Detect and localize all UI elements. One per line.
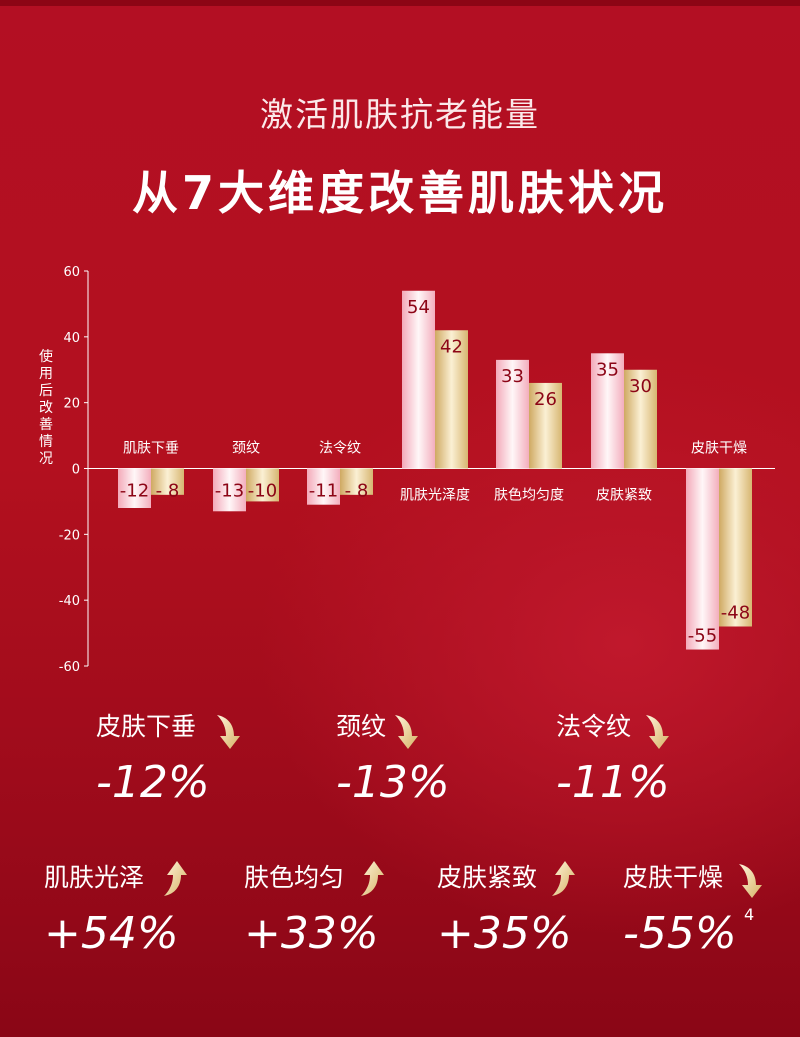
stat-value: -11% xyxy=(556,757,670,808)
stat-label: 肌肤光泽 xyxy=(44,863,145,892)
stat-label: 肤色均匀 xyxy=(244,863,345,892)
category-label: 颈纹 xyxy=(232,441,260,457)
stat-value: +35% xyxy=(437,908,572,959)
arrow-down-icon xyxy=(217,715,240,749)
stat-value: -13% xyxy=(336,757,450,808)
bar xyxy=(719,468,752,627)
top-border xyxy=(0,0,800,6)
bar xyxy=(686,468,719,650)
bar xyxy=(402,290,435,469)
y-tick-label: -20 xyxy=(59,528,80,543)
bar-value-label: -10 xyxy=(248,481,277,502)
stat-value: -55% xyxy=(623,908,737,959)
bar xyxy=(496,359,529,469)
bar-value-label: 54 xyxy=(407,297,430,318)
stat-label: 颈纹 xyxy=(336,712,387,741)
y-axis-label-char: 况 xyxy=(39,451,53,467)
bar-value-label: 30 xyxy=(629,376,652,397)
footnote-marker: 4 xyxy=(744,905,755,924)
category-label: 皮肤紧致 xyxy=(596,488,652,504)
y-axis-label-char: 改 xyxy=(39,400,53,416)
arrow-down-icon xyxy=(395,715,418,749)
page-subtitle: 激活肌肤抗老能量 xyxy=(260,95,540,134)
bar-value-label: 26 xyxy=(534,389,557,410)
bar xyxy=(213,468,246,512)
y-axis-label-char: 善 xyxy=(39,417,53,433)
y-tick-label: 40 xyxy=(63,331,80,346)
bar-value-label: 33 xyxy=(501,366,524,387)
bar xyxy=(624,369,657,469)
bar-value-label: 35 xyxy=(596,359,619,380)
stat-label: 皮肤下垂 xyxy=(96,712,197,741)
bar xyxy=(529,382,562,469)
y-tick-label: 60 xyxy=(63,265,80,280)
bar-value-label: -11 xyxy=(309,481,338,502)
y-tick-label: 20 xyxy=(63,397,80,412)
bar xyxy=(118,468,151,508)
bar-value-label: -48 xyxy=(721,603,750,624)
stat-label: 皮肤紧致 xyxy=(437,863,538,892)
bar-value-label: 42 xyxy=(440,336,463,357)
y-tick-label: -40 xyxy=(59,594,80,609)
y-axis-label-char: 使 xyxy=(39,348,53,365)
bar xyxy=(246,468,279,502)
bar xyxy=(435,330,468,469)
category-label: 肌肤下垂 xyxy=(123,441,179,457)
stat-label: 皮肤干燥 xyxy=(623,863,724,892)
bar-value-label: -55 xyxy=(688,626,717,647)
y-axis-label-char: 情 xyxy=(39,434,53,450)
stat-label: 法令纹 xyxy=(556,712,632,741)
y-tick-label: 0 xyxy=(72,463,80,478)
arrow-up-icon xyxy=(552,861,575,896)
category-label: 肌肤光泽度 xyxy=(400,488,470,504)
category-label: 法令纹 xyxy=(319,441,361,457)
arrow-up-icon xyxy=(164,861,187,896)
y-axis-label-char: 用 xyxy=(39,366,53,382)
bar-value-label: -12 xyxy=(120,481,149,502)
stat-value: +33% xyxy=(244,908,379,959)
stat-value: +54% xyxy=(44,908,179,959)
category-label: 肤色均匀度 xyxy=(494,487,564,504)
y-axis-label-char: 后 xyxy=(39,383,53,399)
page-title: 从7大维度改善肌肤状况 xyxy=(131,166,668,220)
arrow-down-icon xyxy=(646,715,669,749)
bar-value-label: - 8 xyxy=(345,481,369,502)
bar xyxy=(340,468,373,495)
bar xyxy=(151,468,184,495)
y-tick-label: -60 xyxy=(59,660,80,675)
stat-value: -12% xyxy=(96,757,210,808)
category-label: 皮肤干燥 xyxy=(691,441,747,457)
bar xyxy=(307,468,340,505)
bar-value-label: - 8 xyxy=(156,481,180,502)
arrow-down-icon xyxy=(739,864,762,898)
bar-value-label: -13 xyxy=(215,481,244,502)
bar xyxy=(591,353,624,469)
arrow-up-icon xyxy=(361,861,384,896)
